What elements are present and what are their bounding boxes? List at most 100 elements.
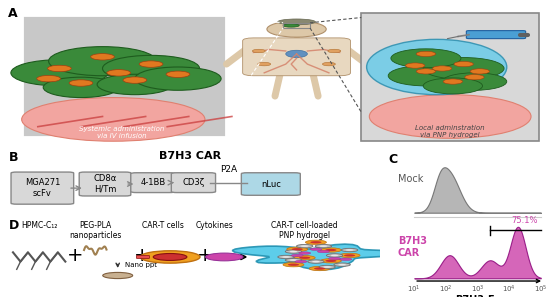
Text: Systemic administration
via IV infusion: Systemic administration via IV infusion [79,126,164,139]
Text: +: + [197,246,214,265]
Text: Nano ppt: Nano ppt [125,263,157,268]
Circle shape [292,248,303,250]
Circle shape [312,261,320,262]
Circle shape [323,266,331,268]
Circle shape [290,251,297,252]
Circle shape [405,63,425,68]
Text: B7H3
CAR: B7H3 CAR [398,236,427,258]
Circle shape [69,80,93,86]
FancyBboxPatch shape [241,173,300,195]
Text: B7H3 CAR: B7H3 CAR [159,151,221,161]
Ellipse shape [21,97,205,141]
Circle shape [325,249,337,251]
Text: A: A [8,7,18,20]
Circle shape [292,254,303,257]
FancyBboxPatch shape [361,13,539,141]
Text: Local adminstration
via PNP hydrogel: Local adminstration via PNP hydrogel [415,125,485,138]
Circle shape [322,62,335,66]
Text: Cytokines: Cytokines [196,221,234,230]
Text: B: B [9,151,19,164]
Text: 4-1BB: 4-1BB [140,178,166,187]
Circle shape [283,263,304,267]
Ellipse shape [367,40,507,95]
Circle shape [206,253,243,261]
Ellipse shape [286,50,307,58]
Circle shape [305,240,326,244]
Circle shape [391,49,461,68]
Text: PEG-PLA
nanoparticles: PEG-PLA nanoparticles [69,221,122,240]
Circle shape [416,69,436,74]
Circle shape [123,77,147,83]
Text: 10$^1$: 10$^1$ [408,284,421,295]
Circle shape [310,248,322,250]
Circle shape [388,66,464,86]
Circle shape [328,49,341,53]
Text: CAR-T cells: CAR-T cells [142,221,184,230]
Circle shape [267,21,326,37]
Text: 10$^2$: 10$^2$ [439,284,453,295]
Circle shape [334,263,350,266]
Text: 10$^5$: 10$^5$ [534,284,548,295]
FancyBboxPatch shape [21,15,227,137]
Circle shape [135,67,221,90]
Circle shape [288,263,299,266]
Circle shape [301,245,309,247]
Circle shape [321,248,342,252]
Circle shape [97,74,173,95]
Text: CAR-T cell-loaded
PNP hydrogel: CAR-T cell-loaded PNP hydrogel [271,221,338,240]
Text: HPMC-C₁₂: HPMC-C₁₂ [21,221,57,230]
Circle shape [11,60,108,86]
Circle shape [320,245,327,247]
Circle shape [43,77,119,97]
FancyBboxPatch shape [243,38,350,76]
Circle shape [102,55,200,82]
Text: +: + [134,246,150,265]
Circle shape [285,258,302,262]
Circle shape [48,47,156,76]
Circle shape [416,51,436,56]
Circle shape [340,258,352,260]
Circle shape [339,253,360,257]
Circle shape [91,54,114,60]
Circle shape [346,249,353,251]
Circle shape [331,255,338,256]
FancyBboxPatch shape [466,31,526,39]
Circle shape [321,259,342,263]
Circle shape [310,241,322,244]
Circle shape [258,62,271,66]
Circle shape [326,254,343,257]
Circle shape [329,257,340,260]
Text: nLuc: nLuc [261,179,280,189]
Circle shape [47,65,72,72]
Circle shape [315,244,332,248]
Circle shape [140,251,200,263]
Circle shape [424,58,504,79]
Circle shape [443,79,463,84]
Circle shape [342,248,358,252]
Circle shape [295,260,307,263]
Circle shape [278,255,294,259]
Ellipse shape [369,95,531,138]
Text: 10$^3$: 10$^3$ [471,284,485,295]
FancyBboxPatch shape [11,172,74,204]
Circle shape [282,256,290,258]
Circle shape [314,267,325,270]
Circle shape [325,260,337,262]
Circle shape [424,78,482,94]
Circle shape [465,75,484,80]
Circle shape [442,73,507,90]
Circle shape [307,260,324,263]
Circle shape [107,69,130,76]
Text: 10$^4$: 10$^4$ [502,284,516,295]
Circle shape [287,247,307,251]
Circle shape [319,265,336,269]
Text: CD3ζ: CD3ζ [182,178,205,187]
Text: CD8α
H/Tm: CD8α H/Tm [94,174,117,194]
Circle shape [252,49,265,53]
FancyBboxPatch shape [172,173,216,192]
Circle shape [294,256,315,260]
Circle shape [454,61,474,67]
Circle shape [309,266,330,271]
Circle shape [296,244,313,248]
FancyBboxPatch shape [136,255,150,258]
